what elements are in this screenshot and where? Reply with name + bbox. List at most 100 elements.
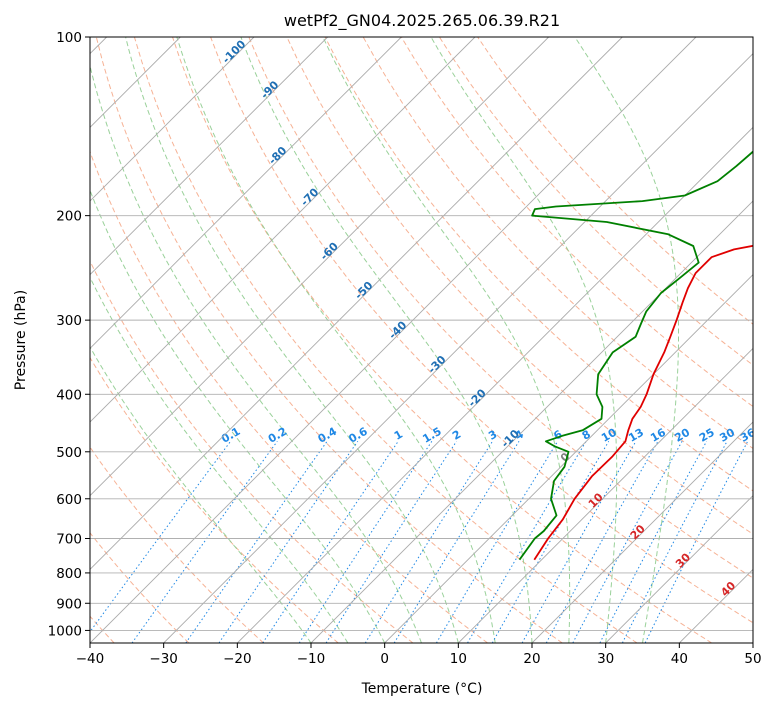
mixing-ratio-line [262,441,399,643]
dry-adiabat-line [95,37,563,643]
y-tick-label: 1000 [48,623,82,639]
mixing-ratio-label: 36 [738,426,758,445]
y-tick-label: 200 [56,209,82,225]
mixing-ratio-line [467,441,587,643]
isotherm-line [90,37,328,276]
y-tick-label: 900 [56,596,82,612]
isotherm-label: -40 [386,318,409,341]
isotherm-label: -50 [352,279,375,302]
mixing-ratio-line [298,441,433,643]
mixing-ratio-line [218,441,359,643]
moist-adiabat-line [240,37,533,643]
x-tick-label: −40 [76,651,105,667]
y-tick-label: 700 [56,532,82,548]
mixing-ratio-label: 0.6 [346,425,370,446]
mixing-ratio-label: 16 [648,426,668,445]
isotherm-line [90,37,697,643]
moist-adiabat-line [90,189,386,643]
dry-adiabat-line [248,37,753,579]
mixing-ratio-label: 1 [392,428,405,443]
mixing-ratio-line [621,441,728,643]
isotherm-label: 30 [673,550,693,570]
dry-adiabat-line [133,37,638,643]
dry-adiabat-line [90,532,190,643]
isotherm-line [90,37,549,497]
moist-adiabat-line [90,63,422,643]
isotherm-line [163,53,753,643]
y-tick-label: 100 [56,30,82,46]
temperature-line [533,244,753,561]
x-tick-label: 20 [523,651,540,667]
isotherm-line [310,200,753,643]
x-tick-label: 0 [380,651,389,667]
isotherm-label: -100 [220,37,249,66]
mixing-ratio-line [131,441,278,643]
x-axis-label: Temperature (°C) [361,681,483,697]
dry-adiabat-line [438,37,753,366]
x-tick-label: −30 [149,651,178,667]
x-tick-label: −10 [297,651,326,667]
isotherm-label: 40 [718,579,738,599]
mixing-ratio-line [435,441,559,643]
moist-adiabat-line [90,345,312,643]
dry-adiabat-line [324,37,753,492]
mixing-ratio-line [599,441,708,643]
isotherm-line [458,347,753,643]
isotherm-label: -70 [298,185,321,208]
dry-adiabat-line [90,259,414,643]
isotherm-line [90,37,476,423]
mixing-ratio-line [545,441,659,643]
dry-adiabat-line [362,37,753,450]
mixing-ratio-label: 1.5 [420,425,443,446]
isotherm-label: 10 [586,490,606,510]
y-tick-label: 600 [56,492,82,508]
dry-adiabat-line [400,37,753,408]
isotherm-line [384,274,753,643]
mixing-ratio-label: 0.4 [316,425,340,446]
isotherm-line [90,37,623,570]
mixing-ratio-line [185,441,328,643]
mixing-ratio-label: 25 [697,426,717,445]
moist-adiabat-line [90,276,349,643]
mixing-ratio-label: 2 [450,428,463,443]
mixing-ratio-line [364,441,493,643]
x-tick-label: 50 [744,651,761,667]
series-layer [518,150,753,561]
x-tick-label: 40 [671,651,688,667]
mixing-ratio-line [491,441,610,643]
mixing-ratio-label: 20 [672,426,692,445]
isotherm-label: -90 [258,78,281,101]
mixing-ratio-line [90,440,231,633]
x-axis: −40 −30 −20 −10 0 10 20 30 40 50 [76,643,762,667]
isotherm-line [531,421,753,643]
dry-adiabat-line [172,37,712,643]
mixing-ratio-label: 0.2 [266,425,289,446]
x-tick-label: 10 [450,651,467,667]
dewpoint-line [518,150,753,561]
isotherm-label: -30 [425,353,448,376]
y-axis: 100 200 300 400 500 600 700 800 900 1000 [48,30,90,639]
isotherm-line [752,642,753,643]
dry-adiabat-line [90,150,488,643]
isotherm-line [605,495,753,643]
mixing-ratio-line [521,441,637,643]
mixing-ratio-line [393,441,520,643]
plot-frame [89,36,754,644]
dry-adiabat-line [210,37,753,624]
isotherm-line [237,126,753,643]
moist-adiabat-line [430,37,618,643]
dry-adiabat-line [90,356,339,643]
moist-adiabat-line [176,37,496,643]
moist-adiabat-line [574,37,679,643]
x-tick-label: −20 [223,651,252,667]
dry-adiabat-line [90,446,264,643]
isotherm-line [90,37,402,349]
mixing-ratio-label: 30 [717,426,737,445]
y-tick-label: 800 [56,566,82,582]
isotherm-label: 20 [628,522,648,542]
isotherm-label: -20 [466,386,489,409]
mixing-ratio-line [644,441,749,643]
plot-area: 0.10.20.40.611.52346810131620253036-100-… [90,37,758,643]
mixing-ratio-line [325,441,457,643]
